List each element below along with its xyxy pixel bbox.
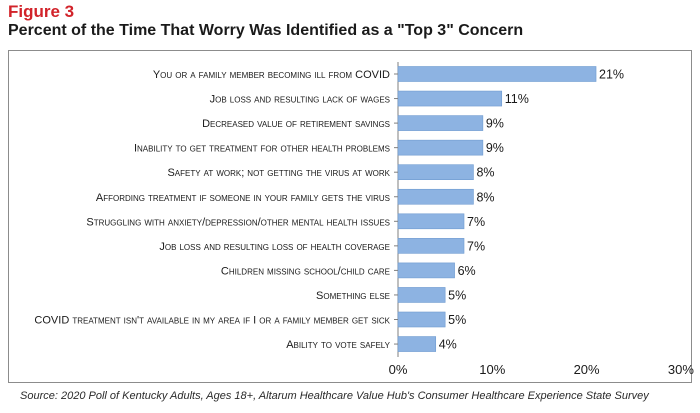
data-label: 5%	[448, 313, 466, 327]
data-label: 11%	[505, 92, 529, 106]
category-label: Decreased value of retirement savings	[202, 118, 390, 130]
category-label: Affording treatment if someone in your f…	[96, 192, 390, 204]
chart-title: Percent of the Time That Worry Was Ident…	[8, 22, 524, 39]
chart-frame	[8, 50, 692, 383]
bar	[397, 90, 503, 107]
data-label: 6%	[458, 264, 476, 278]
category-label: Struggling with anxiety/depression/other…	[86, 216, 390, 228]
figure-label: Figure 3	[8, 2, 75, 21]
data-label: 9%	[486, 117, 504, 131]
category-label: Something else	[316, 290, 390, 302]
x-tick-label: 0%	[389, 362, 408, 377]
source-note: Source: 2020 Poll of Kentucky Adults, Ag…	[20, 390, 649, 402]
category-label: Inability to get treatment for other hea…	[134, 143, 390, 155]
category-label: Children missing school/child care	[221, 265, 390, 277]
bar	[397, 287, 446, 303]
x-tick-label: 20%	[574, 362, 600, 377]
data-label: 21%	[599, 68, 624, 82]
bar	[397, 336, 437, 352]
category-label: Ability to vote safely	[286, 339, 390, 351]
category-label: COVID treatment isn't available in my ar…	[34, 315, 390, 327]
bar	[397, 115, 484, 131]
x-tick-label: 30%	[668, 362, 694, 377]
data-label: 8%	[476, 190, 494, 204]
bar	[397, 66, 597, 82]
category-label: You or a family member becoming ill from…	[153, 69, 390, 81]
data-label: 5%	[448, 288, 466, 302]
bar	[397, 188, 474, 205]
data-label: 7%	[467, 239, 485, 253]
bar	[397, 139, 484, 156]
data-label: 7%	[467, 215, 485, 229]
bar	[397, 164, 474, 180]
bar	[397, 213, 465, 230]
bar	[397, 238, 465, 254]
bar	[397, 311, 446, 328]
category-label: Job loss and resulting loss of health co…	[159, 241, 390, 253]
bar	[397, 262, 455, 279]
category-label: Job loss and resulting lack of wages	[210, 94, 390, 106]
data-label: 4%	[439, 338, 457, 352]
data-label: 9%	[486, 141, 504, 155]
data-label: 8%	[476, 166, 494, 180]
category-label: Safety at work; not getting the virus at…	[167, 167, 390, 179]
x-tick-label: 10%	[479, 362, 505, 377]
